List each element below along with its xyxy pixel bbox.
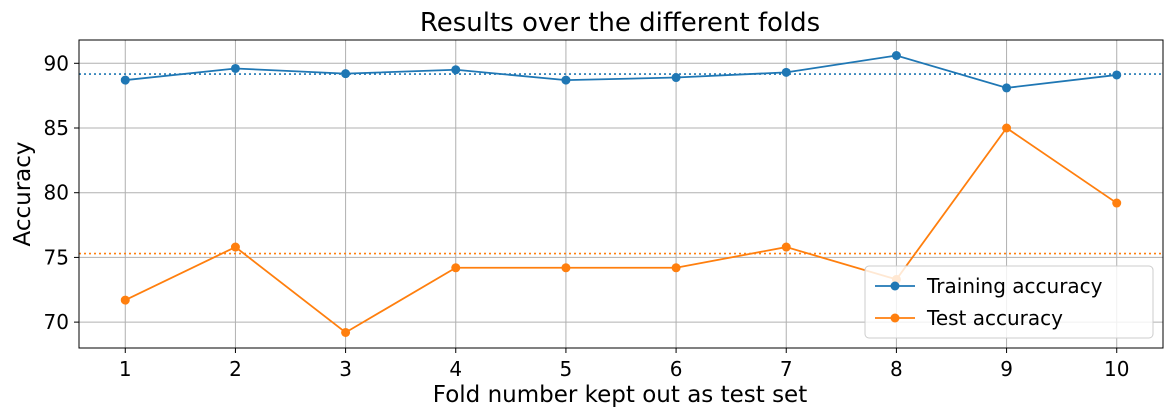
- x-tick-label: 9: [1000, 357, 1013, 381]
- y-tick-label: 80: [44, 181, 69, 205]
- y-tick-label: 75: [44, 245, 69, 269]
- data-point: [781, 67, 791, 77]
- data-point: [230, 242, 240, 252]
- data-point: [671, 263, 681, 273]
- data-point: [120, 75, 130, 85]
- legend-label-2: Test accuracy: [926, 306, 1063, 330]
- legend-label-1: Training accuracy: [926, 274, 1103, 298]
- grid: [79, 40, 1163, 348]
- x-tick-label: 5: [560, 357, 573, 381]
- data-point: [781, 242, 791, 252]
- data-point: [120, 295, 130, 305]
- data-point: [1112, 198, 1122, 208]
- x-tick-label: 6: [670, 357, 683, 381]
- data-point: [671, 73, 681, 83]
- legend-box: [864, 265, 1154, 339]
- x-tick-label: 10: [1104, 357, 1129, 381]
- data-point: [1112, 70, 1122, 80]
- mean-lines: [79, 73, 1163, 255]
- data-point: [891, 51, 901, 61]
- x-axis-label: Fold number kept out as test set: [433, 382, 807, 408]
- data-point: [230, 63, 240, 73]
- data-point: [1002, 123, 1012, 133]
- x-tick-label: 7: [780, 357, 793, 381]
- x-tick-label: 4: [449, 357, 462, 381]
- legend: Training accuracy Test accuracy: [864, 265, 1154, 339]
- x-tick-label: 8: [890, 357, 903, 381]
- data-point: [561, 75, 571, 85]
- legend-marker-1: [890, 281, 900, 291]
- y-axis-ticks: 70 75 80 85 90: [44, 51, 79, 334]
- x-tick-label: 3: [339, 357, 352, 381]
- plot-frame: [78, 39, 1164, 349]
- y-tick-label: 70: [44, 310, 69, 334]
- data-point: [341, 69, 351, 79]
- data-point: [341, 327, 351, 337]
- data-point: [451, 65, 461, 75]
- legend-marker-2: [890, 313, 900, 323]
- series-line-1: [125, 54, 1117, 89]
- x-axis-ticks: 1 2 3 4 5 6 7 8 9 10: [119, 348, 1129, 381]
- x-tick-label: 2: [229, 357, 242, 381]
- y-tick-label: 90: [44, 51, 69, 75]
- series-line-2: [124, 126, 1118, 334]
- chart-title: Results over the different folds: [420, 8, 820, 38]
- y-tick-label: 85: [44, 116, 69, 140]
- data-point: [561, 263, 571, 273]
- data-point: [451, 263, 461, 273]
- data-point: [1002, 83, 1012, 93]
- y-axis-label: Accuracy: [10, 141, 36, 246]
- x-tick-label: 1: [119, 357, 132, 381]
